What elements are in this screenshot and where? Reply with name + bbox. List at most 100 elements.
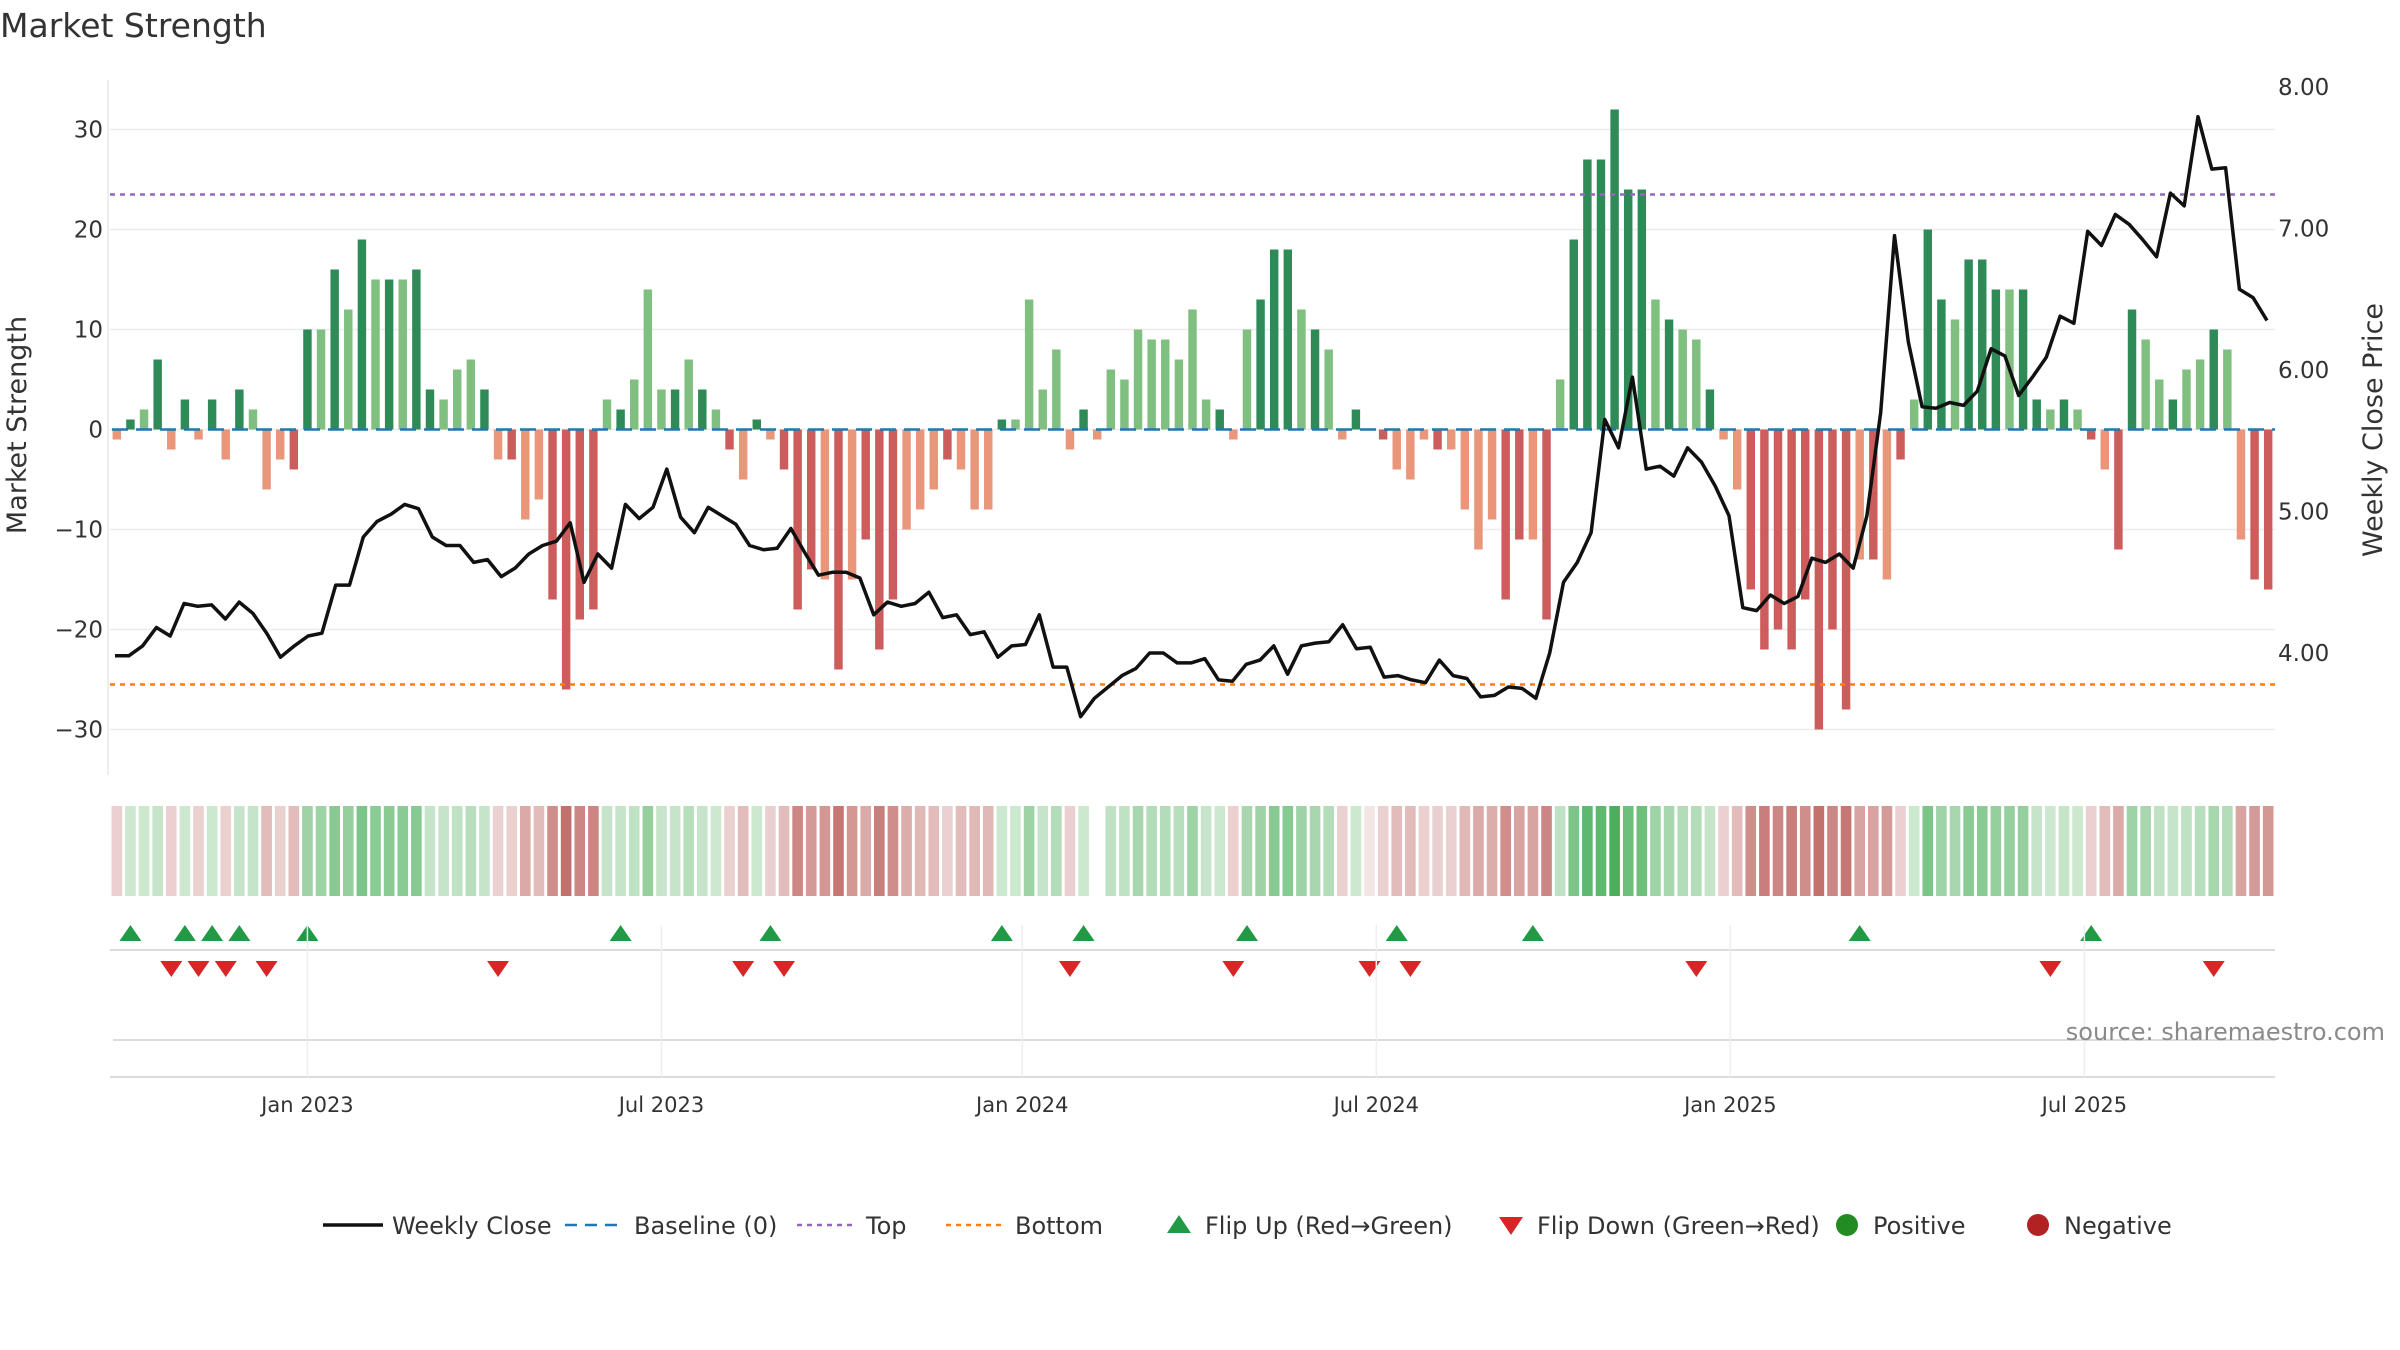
strength-band <box>1949 806 1961 896</box>
strength-band <box>683 806 695 896</box>
strength-band <box>1023 806 1035 896</box>
legend-label: Flip Up (Red→Green) <box>1205 1212 1453 1240</box>
strength-band <box>193 806 204 896</box>
strength-bar <box>507 429 516 460</box>
strength-band <box>138 806 150 896</box>
strength-bar <box>2114 429 2123 550</box>
strength-band <box>833 806 844 896</box>
strength-bar <box>126 419 135 430</box>
legend-label: Flip Down (Green→Red) <box>1537 1212 1820 1240</box>
strength-band <box>451 806 463 896</box>
x-tick-label: Jan 2023 <box>259 1093 354 1117</box>
strength-bar <box>1855 429 1864 560</box>
strength-bar <box>929 429 939 490</box>
legend-label: Weekly Close <box>392 1212 552 1240</box>
strength-band <box>1255 806 1266 896</box>
legend-label: Bottom <box>1015 1212 1103 1240</box>
strength-band <box>1936 806 1947 896</box>
strength-bar <box>1787 429 1796 650</box>
strength-bar <box>2155 379 2164 430</box>
strength-band <box>1473 806 1484 896</box>
strength-bar <box>2141 339 2150 430</box>
strength-band <box>2017 806 2029 896</box>
strength-bar <box>834 429 843 670</box>
strength-bar <box>2046 409 2055 430</box>
strength-band <box>765 806 776 896</box>
flip-up-marker <box>990 925 1013 941</box>
strength-bar <box>943 429 952 460</box>
strength-bar <box>2168 399 2178 430</box>
strength-band <box>492 806 504 896</box>
strength-bar <box>2032 399 2041 430</box>
strength-bar <box>384 279 394 430</box>
flip-down-marker <box>1358 961 1381 977</box>
strength-bar <box>1882 429 1892 580</box>
strength-bar <box>738 429 748 480</box>
strength-bar <box>2236 429 2246 540</box>
strength-bar <box>1950 319 1960 430</box>
strength-band <box>751 806 763 896</box>
strength-band <box>969 806 980 896</box>
y-axis-label: Market Strength <box>2 316 33 534</box>
strength-band <box>1772 806 1784 896</box>
strength-band <box>1078 806 1089 896</box>
strength-band <box>1132 806 1144 896</box>
strength-band <box>1963 806 1974 896</box>
strength-band <box>1636 806 1648 896</box>
strength-bar <box>1569 239 1578 430</box>
strength-bar <box>1092 429 1102 440</box>
strength-bar <box>1433 429 1442 450</box>
strength-bar <box>1011 419 1020 430</box>
strength-band <box>234 806 245 896</box>
legend-label: Negative <box>2064 1212 2172 1240</box>
strength-band <box>1976 806 1988 896</box>
strength-bar <box>275 429 285 460</box>
weekly-close-polyline <box>115 114 2269 719</box>
strength-band <box>111 806 123 896</box>
weekly-close-line <box>115 114 2269 719</box>
strength-bar <box>2195 359 2205 430</box>
strength-bar <box>1378 429 1388 440</box>
strength-band <box>1895 806 1906 896</box>
strength-bar <box>1841 429 1851 710</box>
strength-bar <box>1297 309 1306 430</box>
strength-band <box>2167 806 2179 896</box>
strength-band <box>588 806 599 896</box>
strength-band <box>2208 806 2220 896</box>
strength-band <box>901 806 912 896</box>
strength-bar <box>1773 429 1783 630</box>
strength-bar <box>1869 429 1878 560</box>
strength-bar <box>1651 299 1660 430</box>
y2-axis-label: Weekly Close Price <box>2358 303 2389 557</box>
y-tick-label: −30 <box>54 718 103 744</box>
strength-bar <box>1256 299 1265 430</box>
strength-band <box>519 806 531 896</box>
flip-up-marker <box>1521 925 1544 941</box>
strength-band <box>288 806 300 896</box>
strength-band <box>1813 806 1825 896</box>
strength-band <box>1309 806 1321 896</box>
strength-band <box>1990 806 2002 896</box>
strength-bar <box>793 429 802 610</box>
strength-bars <box>112 109 2273 730</box>
strength-bar <box>589 429 598 610</box>
strength-band <box>438 806 449 896</box>
strength-band <box>656 806 667 896</box>
y2-axis-ticks: 8.00 7.00 6.00 5.00 4.00 <box>2278 75 2329 667</box>
flip-down-marker <box>487 961 510 977</box>
strength-band <box>1418 806 1430 896</box>
strength-band <box>1718 806 1729 896</box>
strength-bar <box>344 309 353 430</box>
strength-bar <box>1692 339 1701 430</box>
strength-band <box>2113 806 2124 896</box>
strength-band <box>356 806 368 896</box>
strength-band <box>261 806 272 896</box>
flip-up-marker <box>228 925 251 941</box>
strength-band <box>1554 806 1566 896</box>
strength-band <box>1513 806 1525 896</box>
strength-band <box>1405 806 1416 896</box>
strength-bar <box>493 429 503 460</box>
strength-band <box>642 806 654 896</box>
strength-band <box>1854 806 1866 896</box>
flip-down-marker <box>1058 961 1081 977</box>
